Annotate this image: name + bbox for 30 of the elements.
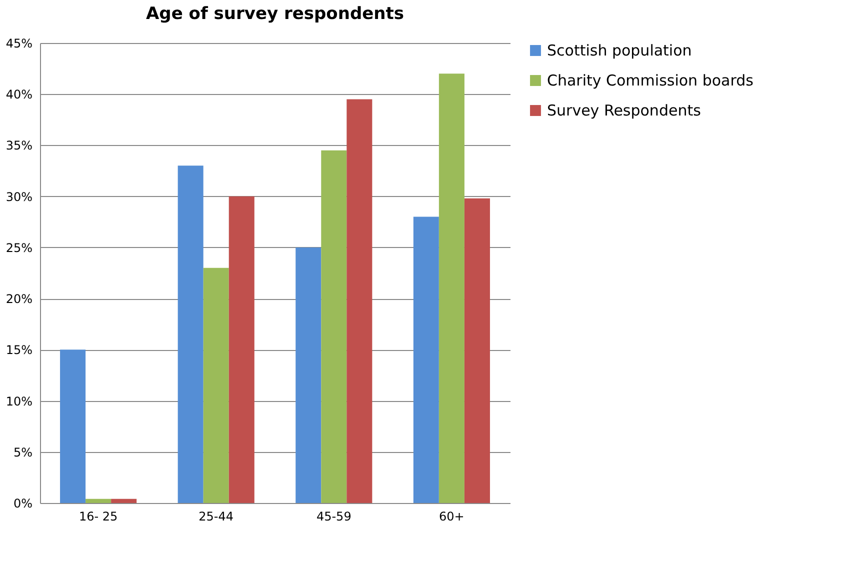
bar	[228, 196, 254, 503]
bar	[464, 198, 490, 503]
bar	[296, 247, 322, 503]
bar	[346, 99, 372, 503]
bar	[111, 498, 137, 503]
y-tick-label: 40%	[6, 88, 32, 102]
y-tick-label: 45%	[6, 36, 32, 50]
y-tick-label: 35%	[6, 138, 32, 153]
legend-label: Charity Commission boards	[547, 72, 754, 90]
y-tick-label: 15%	[6, 343, 32, 358]
x-tick-label: 45-59	[316, 510, 352, 524]
bar	[203, 268, 229, 503]
y-tick-label: 25%	[6, 240, 32, 255]
y-tick-label: 5%	[13, 445, 32, 460]
y-tick-label: 20%	[6, 292, 32, 306]
legend-label: Scottish population	[547, 42, 692, 60]
chart-title: Age of survey respondents	[146, 4, 404, 24]
bar	[60, 350, 86, 503]
x-tick-label: 60+	[439, 510, 464, 524]
y-tick-label: 30%	[6, 190, 32, 204]
bar	[178, 166, 204, 503]
bar	[321, 150, 347, 503]
bar	[86, 498, 112, 503]
y-tick-label: 0%	[13, 496, 32, 510]
y-tick-label: 10%	[6, 394, 32, 408]
x-tick-label: 16- 25	[78, 510, 118, 524]
x-tick-label: 25-44	[198, 510, 234, 524]
bar	[438, 74, 464, 503]
legend-label: Survey Respondents	[547, 102, 702, 120]
bar	[413, 216, 439, 503]
